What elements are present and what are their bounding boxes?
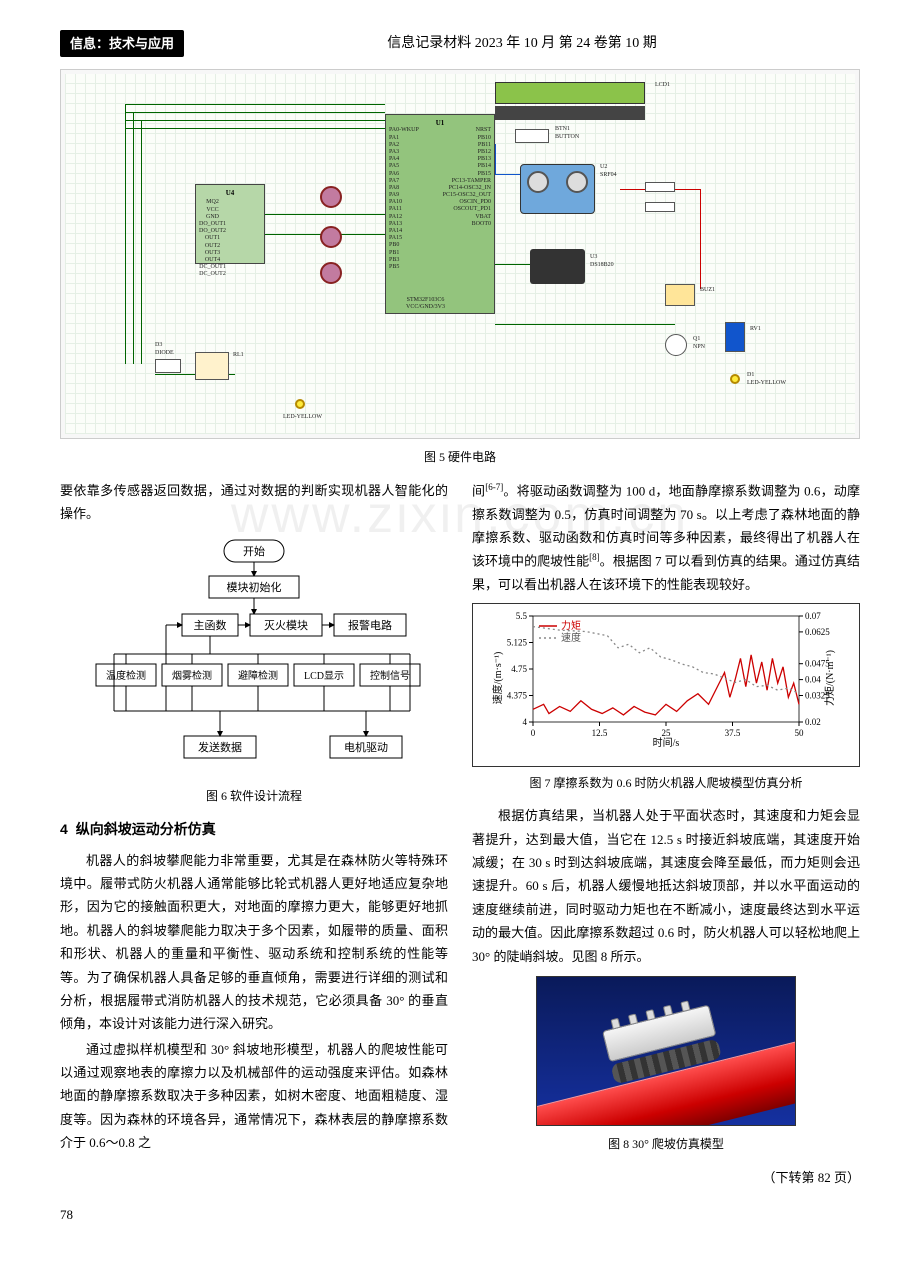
col1-para1: 要依靠多传感器返回数据，通过对数据的判断实现机器人智能化的操作。 (60, 479, 448, 526)
figure-8-caption: 图 8 30° 爬坡仿真模型 (472, 1134, 860, 1156)
figure-5-caption: 图 5 硬件电路 (60, 447, 860, 469)
transistor-label: Q1NPN (693, 336, 705, 350)
led-yellow (295, 399, 305, 409)
svg-text:开始: 开始 (243, 544, 265, 558)
journal-title: 信息记录材料 2023 年 10 月 第 24 卷第 10 期 (184, 31, 860, 56)
button-label: BTN1BUTTON (555, 126, 579, 140)
resistor-r2 (645, 182, 675, 192)
led-d1 (730, 374, 740, 384)
figure-8-render (536, 976, 796, 1126)
svg-text:4: 4 (523, 717, 528, 727)
svg-text:0.02: 0.02 (805, 717, 821, 727)
mcu-pins-left: PA0-WKUPPA1PA2PA3PA4PA5PA6PA7PA8PA9PA10P… (389, 127, 419, 271)
driver-label: U4 (198, 187, 262, 200)
col1-para3: 通过虚拟样机模型和 30° 斜坡地形模型，机器人的爬坡性能可以通过观察地表的摩擦… (60, 1038, 448, 1155)
resistor-r3 (645, 202, 675, 212)
svg-text:发送数据: 发送数据 (198, 740, 242, 754)
driver-pins: MQ2VCCGNDDO_OUT1DO_OUT2OUT1OUT2OUT3OUT4D… (199, 199, 226, 278)
svg-text:模块初始化: 模块初始化 (227, 580, 282, 594)
transistor (665, 334, 687, 356)
svg-text:报警电路: 报警电路 (348, 618, 392, 632)
led-y-label: LED-YELLOW (283, 414, 322, 421)
svg-text:0.04: 0.04 (805, 674, 821, 684)
potentiometer (725, 322, 745, 352)
relay-label: RL1 (233, 352, 244, 359)
mcu-model: STM32F103C6VCC/GND/3V3 (406, 297, 445, 311)
col2-para2: 根据仿真结果，当机器人处于平面状态时，其速度和力矩会显著提升，达到最大值，当它在… (472, 804, 860, 968)
sensor-label: U2SRF04 (600, 164, 617, 178)
svg-text:50: 50 (795, 728, 805, 738)
mcu-pins-right: NRSTPB10PB11PB12PB13PB14PB15PC13-TAMPERP… (443, 127, 491, 228)
col1-para2: 机器人的斜坡攀爬能力非常重要，尤其是在森林防火等特殊环境中。履带式防火机器人通常… (60, 849, 448, 1036)
col2-para1: 间[6-7]。将驱动函数调整为 100 d，地面静摩擦系数调整为 0.6，动摩擦… (472, 479, 860, 597)
svg-text:力矩: 力矩 (561, 619, 581, 632)
diode (155, 359, 181, 373)
page-number: 78 (60, 1203, 860, 1226)
svg-text:5.125: 5.125 (507, 637, 528, 647)
svg-text:25: 25 (662, 728, 672, 738)
svg-text:烟雾检测: 烟雾检测 (172, 669, 212, 682)
svg-text:速度: 速度 (561, 631, 581, 644)
svg-text:0.0625: 0.0625 (805, 626, 830, 636)
lcd-label: LCD1 (655, 82, 670, 89)
svg-text:37.5: 37.5 (725, 728, 741, 738)
motor-2 (320, 226, 342, 248)
resistor-r18 (515, 86, 525, 106)
svg-text:电机驱动: 电机驱动 (344, 740, 388, 754)
svg-text:温度检测: 温度检测 (106, 669, 146, 682)
svg-text:12.5: 12.5 (592, 728, 608, 738)
buzzer (665, 284, 695, 306)
motor-driver: U4 MQ2VCCGNDDO_OUT1DO_OUT2OUT1OUT2OUT3OU… (195, 184, 265, 264)
svg-text:速度/(m·s⁻¹): 速度/(m·s⁻¹) (491, 651, 504, 704)
svg-text:0.07: 0.07 (805, 611, 821, 621)
d1-label: D1LED-YELLOW (747, 372, 786, 386)
right-column: 间[6-7]。将驱动函数调整为 100 d，地面静摩擦系数调整为 0.6，动摩擦… (472, 479, 860, 1189)
ref-8: [8] (589, 552, 600, 562)
ultrasonic-sensor (520, 164, 595, 214)
circuit-canvas: U1 PA0-WKUPPA1PA2PA3PA4PA5PA6PA7PA8PA9PA… (65, 74, 855, 434)
svg-text:4.375: 4.375 (507, 690, 528, 700)
figure-7-chart: 012.52537.55044.3754.755.1255.50.020.032… (472, 603, 860, 767)
svg-text:主函数: 主函数 (194, 619, 227, 632)
section-4-heading: 4 纵向斜坡运动分析仿真 (60, 817, 448, 842)
relay (195, 352, 229, 380)
svg-text:时间/s: 时间/s (653, 736, 680, 748)
figure-7-caption: 图 7 摩擦系数为 0.6 时防火机器人爬坡模型仿真分析 (472, 773, 860, 795)
motor-3 (320, 262, 342, 284)
svg-text:力矩/(N·m⁻¹): 力矩/(N·m⁻¹) (823, 650, 836, 706)
svg-text:LCD显示: LCD显示 (304, 670, 344, 682)
temp-sensor (530, 249, 585, 284)
buzzer-label: BUZ1 (700, 287, 715, 294)
diode-label: D3DIODE (155, 342, 174, 356)
section-4-num: 4 (60, 821, 68, 837)
lcd-pins (495, 106, 645, 120)
svg-text:控制信号: 控制信号 (370, 669, 410, 682)
ds-label: U3DS18B20 (590, 254, 614, 268)
svg-text:5.5: 5.5 (516, 611, 528, 621)
mcu-chip: U1 PA0-WKUPPA1PA2PA3PA4PA5PA6PA7PA8PA9PA… (385, 114, 495, 314)
figure-6-flowchart: 开始 模块初始化 主函数 灭火模块 报警电路 (72, 536, 437, 776)
rv-label: RV1 (750, 326, 761, 333)
svg-text:灭火模块: 灭火模块 (264, 619, 308, 632)
figure-5-hardware-circuit: U1 PA0-WKUPPA1PA2PA3PA4PA5PA6PA7PA8PA9PA… (60, 69, 860, 439)
figure-6-caption: 图 6 软件设计流程 (60, 786, 448, 808)
svg-text:避障检测: 避障检测 (238, 669, 278, 682)
button (515, 129, 549, 143)
page-header: 信息：技术与应用 信息记录材料 2023 年 10 月 第 24 卷第 10 期 (60, 30, 860, 57)
section-4-title: 纵向斜坡运动分析仿真 (76, 821, 216, 837)
svg-text:0: 0 (531, 728, 536, 738)
svg-text:4.75: 4.75 (511, 664, 527, 674)
section-tag: 信息：技术与应用 (60, 30, 184, 57)
continued-note: （下转第 82 页） (472, 1166, 860, 1189)
motor-1 (320, 186, 342, 208)
left-column: 要依靠多传感器返回数据，通过对数据的判断实现机器人智能化的操作。 开始 模块初始… (60, 479, 448, 1189)
ref-6-7: [6-7] (485, 482, 503, 492)
